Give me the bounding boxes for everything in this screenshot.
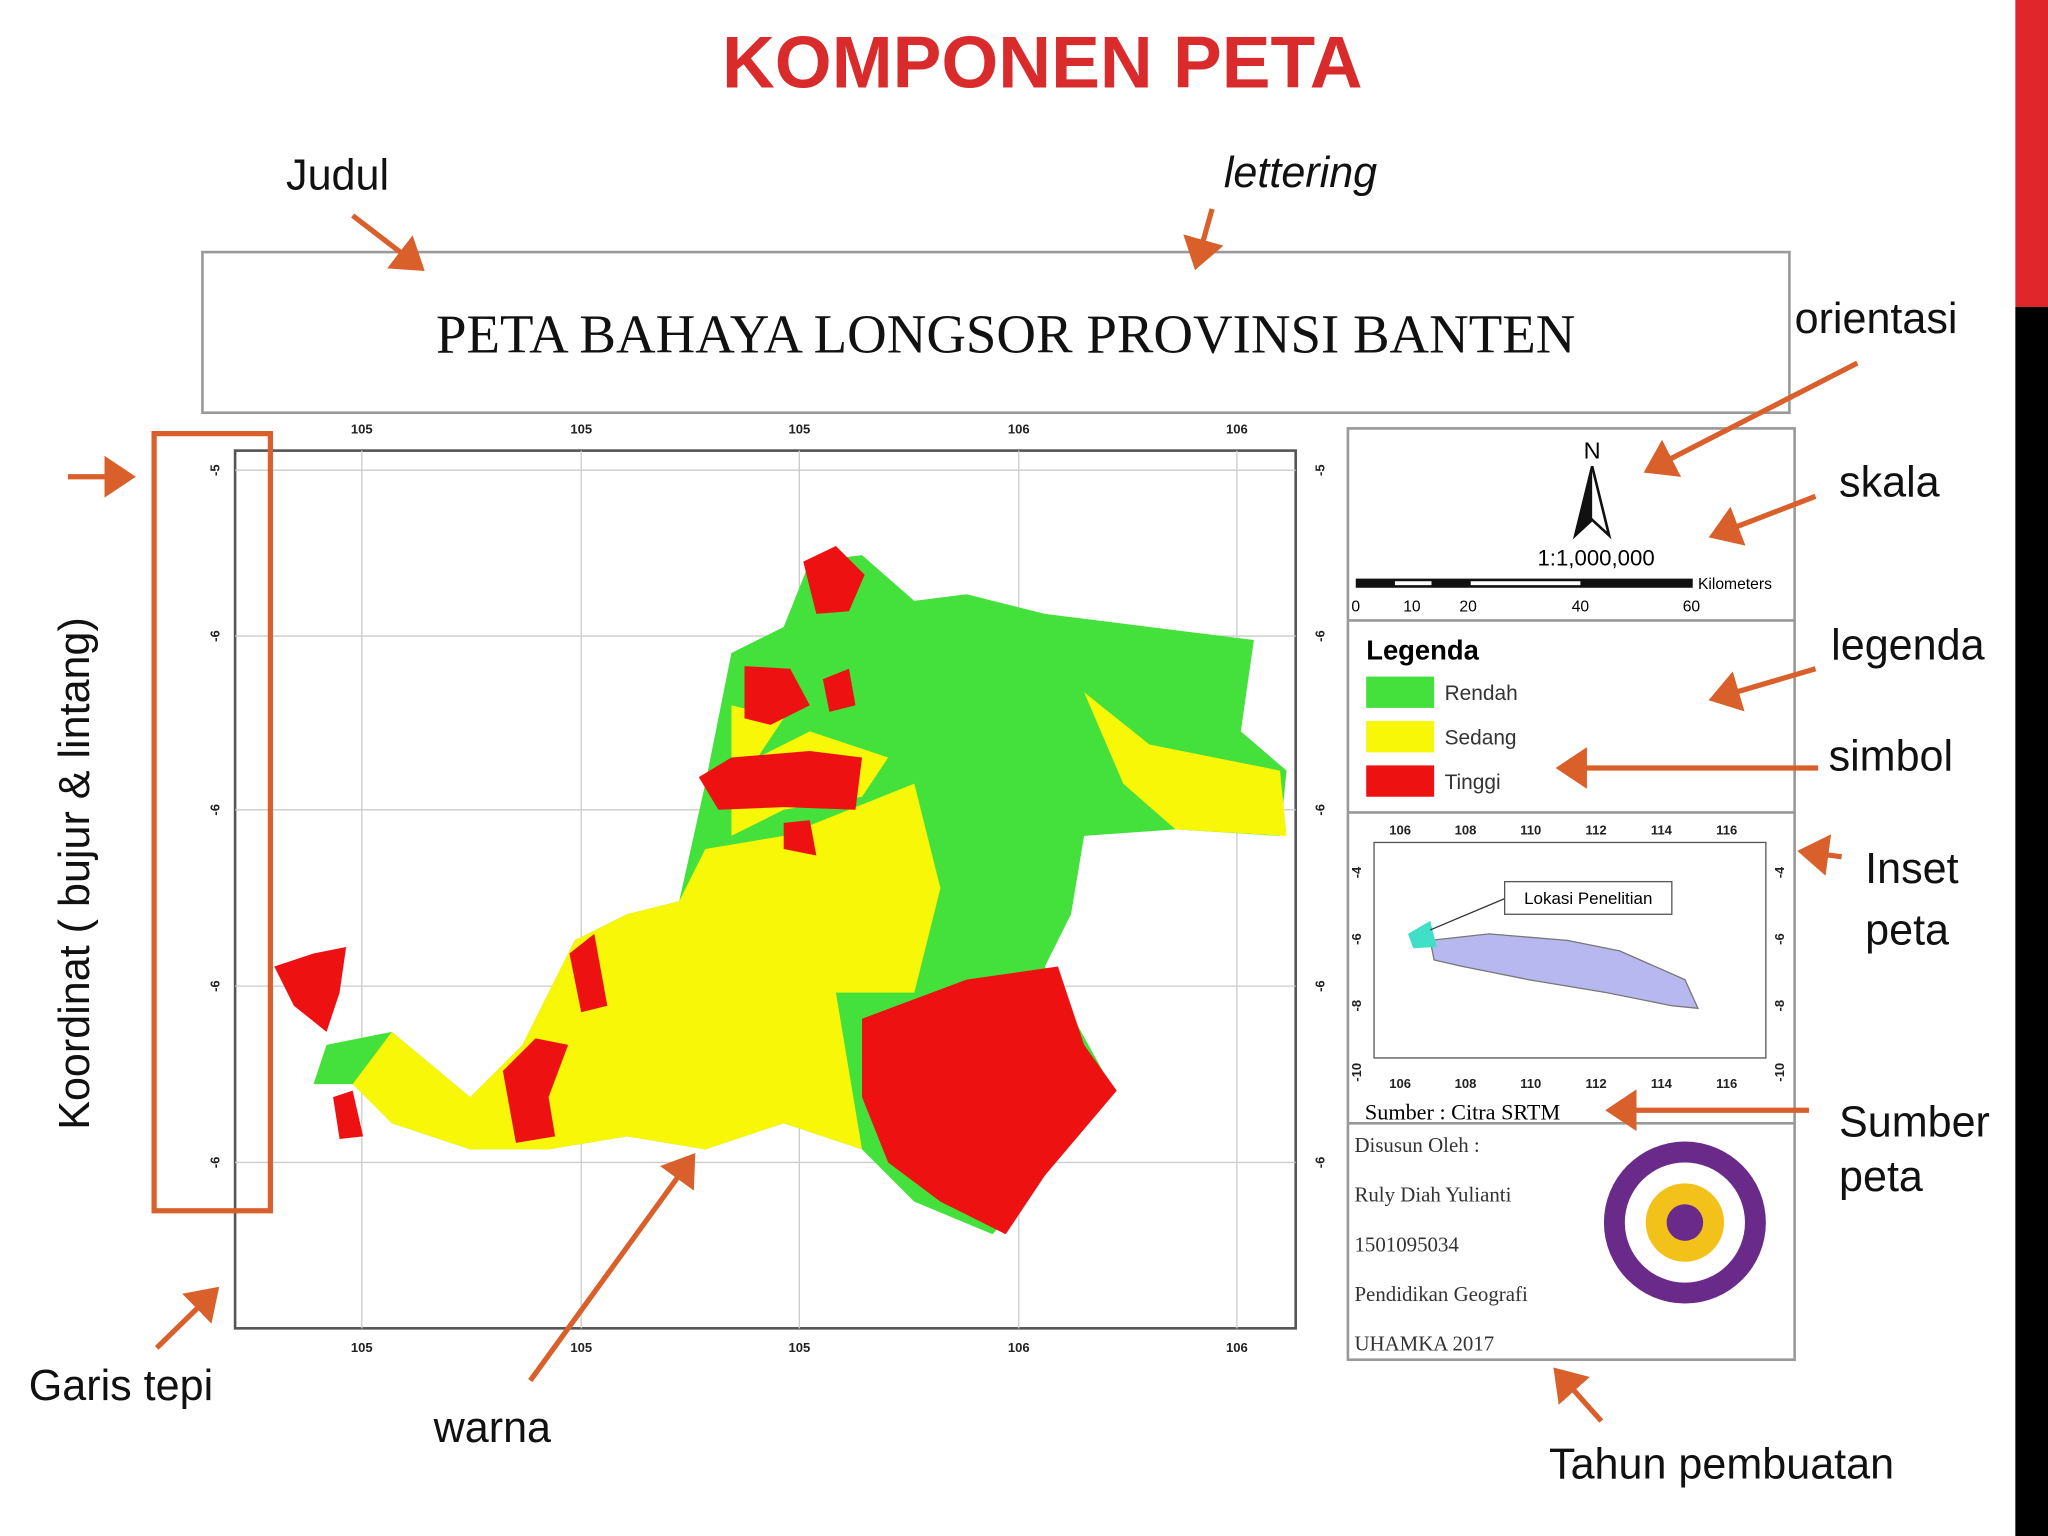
y-tick-label: -5 — [207, 464, 222, 476]
accent-bar — [2015, 0, 2048, 307]
x-tick-label: 105 — [570, 1340, 592, 1355]
inset-x-tick: 116 — [1716, 823, 1737, 838]
y-tick-label: -6 — [1312, 630, 1327, 642]
scale-ratio: 1:1,000,000 — [1537, 546, 1654, 571]
x-tick-label: 106 — [1008, 1340, 1030, 1355]
title-box — [201, 250, 1791, 415]
accent-bar — [2015, 306, 2048, 1536]
scale-unit: Kilometers — [1698, 576, 1772, 593]
inset-label-box — [1504, 880, 1673, 915]
inset-x-tick: 112 — [1586, 823, 1607, 838]
scale-tick-label: 60 — [1683, 598, 1701, 615]
y-tick-label: -6 — [1312, 980, 1327, 992]
credit-line: 1501095034 — [1354, 1232, 1459, 1256]
x-tick-label: 105 — [351, 422, 373, 437]
legend-swatch — [1366, 676, 1435, 708]
legend-title: Legenda — [1366, 635, 1479, 666]
map-area — [274, 545, 1287, 1235]
java-island — [1429, 933, 1700, 1010]
x-tick-label: 105 — [351, 1340, 373, 1355]
x-tick-label: 106 — [1226, 422, 1248, 437]
x-tick-label: 105 — [788, 1340, 810, 1355]
scale-tick-label: 20 — [1459, 598, 1477, 615]
ann-lettering: lettering — [1224, 149, 1377, 197]
scale-tick-label: 40 — [1572, 598, 1590, 615]
ann-garis-tepi: Garis tepi — [29, 1362, 213, 1410]
inset-y-tick: -6 — [1349, 933, 1364, 945]
legend-label: Rendah — [1445, 682, 1518, 705]
ann-sumber: Sumber — [1839, 1098, 1990, 1146]
y-tick-label: -6 — [207, 630, 222, 642]
inset-x-tick: 110 — [1520, 1076, 1541, 1091]
north-label: N — [1584, 437, 1601, 463]
scale-tick-label: 10 — [1403, 598, 1421, 615]
ann-skala: skala — [1839, 458, 1940, 506]
slide-title: KOMPONEN PETA — [722, 23, 1363, 104]
inset-y-tick: -4 — [1349, 866, 1364, 878]
scale-tick-label: 0 — [1351, 598, 1360, 615]
y-tick-label: -6 — [207, 804, 222, 816]
x-tick-label: 106 — [1226, 1340, 1248, 1355]
legend-swatch — [1366, 765, 1435, 797]
inset-y-tick: -6 — [1772, 933, 1787, 945]
legend-swatch — [1366, 720, 1435, 753]
y-tick-label: -6 — [207, 1157, 222, 1169]
inset-y-tick: -8 — [1772, 1000, 1787, 1012]
coord-highlight — [151, 431, 273, 1214]
ann-simbol: simbol — [1829, 733, 1954, 781]
logo — [1603, 1141, 1766, 1304]
inset-x-tick: 106 — [1389, 1076, 1411, 1091]
source: Sumber : Citra SRTM — [1365, 1099, 1561, 1124]
inset-x-tick: 114 — [1651, 823, 1673, 838]
y-tick-label: -6 — [1312, 1157, 1327, 1169]
legend-label: Tinggi — [1445, 771, 1501, 794]
inset-label: Lokasi Penelitian — [1524, 889, 1652, 908]
inset-x-tick: 110 — [1520, 823, 1541, 838]
x-tick-label: 106 — [1008, 422, 1030, 437]
ann-sumber: peta — [1839, 1153, 1923, 1201]
ann-judul: Judul — [286, 151, 389, 199]
ann-legenda: legenda — [1831, 622, 1984, 670]
arrows — [67, 208, 1859, 1423]
credit-line: Pendidikan Geografi — [1354, 1282, 1528, 1306]
inset-y-tick: -10 — [1349, 1063, 1364, 1082]
scale-bar — [1355, 578, 1693, 588]
legend-label: Sedang — [1445, 726, 1517, 749]
inset-y-tick: -10 — [1772, 1063, 1787, 1082]
inset-x-tick: 108 — [1455, 823, 1477, 838]
ann-warna: warna — [433, 1404, 551, 1452]
credit-line: UHAMKA 2017 — [1354, 1332, 1494, 1356]
inset-y-tick: -4 — [1772, 866, 1787, 878]
ann-tahun: Tahun pembuatan — [1549, 1441, 1894, 1489]
inset-x-tick: 106 — [1389, 823, 1411, 838]
study-area — [1408, 920, 1437, 949]
x-tick-label: 105 — [788, 422, 810, 437]
ann-orientasi: orientasi — [1795, 295, 1958, 343]
inset-x-tick: 112 — [1586, 1076, 1607, 1091]
ann-inset: Inset — [1865, 845, 1958, 893]
credit-line: Disusun Oleh : — [1354, 1133, 1479, 1157]
credit-line: Ruly Diah Yulianti — [1354, 1183, 1511, 1207]
y-tick-label: -6 — [1312, 804, 1327, 816]
inset-x-tick: 114 — [1651, 1076, 1673, 1091]
ann-koordinat: Koordinat ( bujur & lintang) — [51, 617, 99, 1130]
y-tick-label: -6 — [207, 980, 222, 992]
x-tick-label: 105 — [570, 422, 592, 437]
map-title: PETA BAHAYA LONGSOR PROVINSI BANTEN — [436, 304, 1575, 365]
inset-y-tick: -8 — [1349, 1000, 1364, 1012]
y-tick-label: -5 — [1312, 464, 1327, 476]
ann-inset: peta — [1865, 906, 1949, 954]
inset-x-tick: 108 — [1455, 1076, 1477, 1091]
inset-x-tick: 116 — [1716, 1076, 1737, 1091]
